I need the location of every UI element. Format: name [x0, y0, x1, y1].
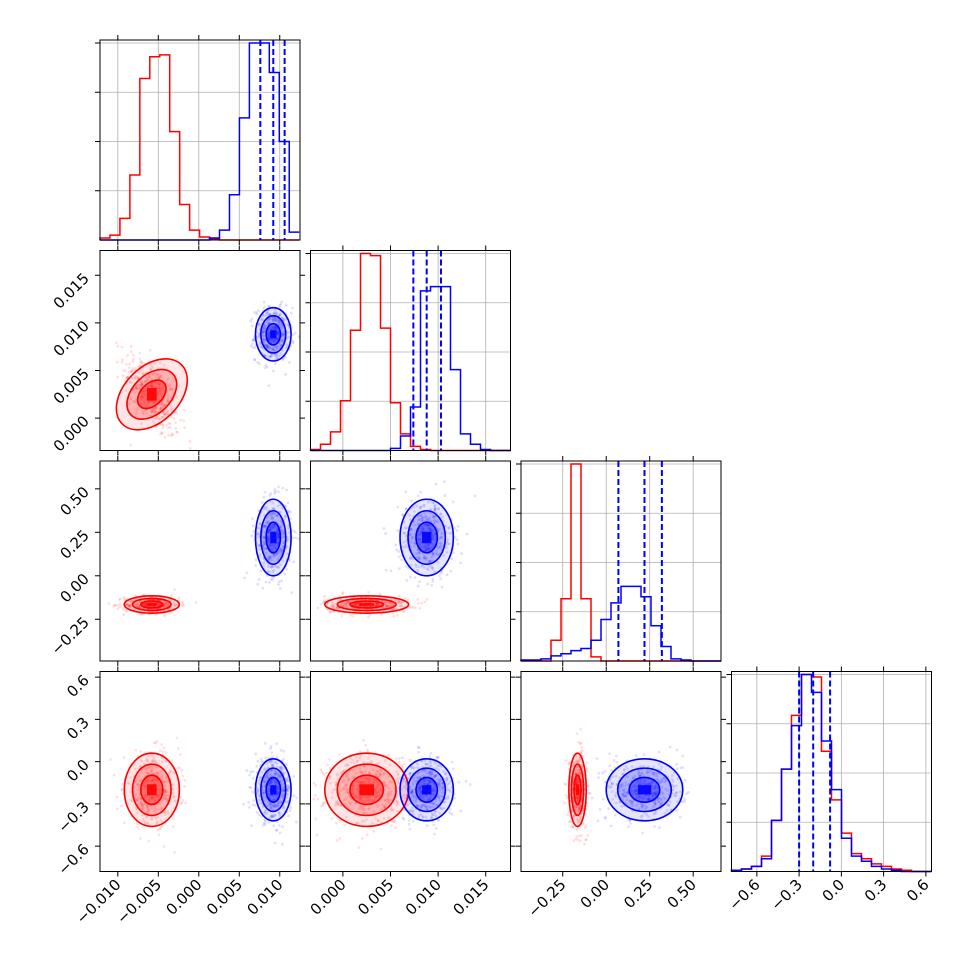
y-tick-label: 0.005 [50, 365, 93, 408]
density-peak [270, 785, 277, 795]
panel-frame [99, 39, 301, 241]
x-tick-label: −0.25 [524, 876, 569, 921]
x-tick-label: 0.015 [449, 876, 492, 919]
panel-content [109, 736, 298, 854]
panel-content [563, 727, 690, 846]
histogram-panel-2 [305, 250, 511, 452]
density-peak [576, 784, 580, 796]
scatter-panel-2-1 [99, 250, 301, 451]
x-tick-label: −0.6 [725, 876, 763, 914]
x-tick-label: 0.005 [203, 876, 246, 919]
x-tick-label: 0.3 [861, 876, 891, 906]
density-peak [270, 531, 277, 544]
panel-content [316, 480, 477, 619]
panel-content [312, 738, 472, 851]
panel-frame [731, 671, 932, 872]
scatter-panel-4-2 [310, 671, 511, 872]
histogram-series-b [730, 673, 932, 873]
x-tick-label: 0.00 [577, 876, 613, 912]
y-tick-label: 0.010 [50, 317, 93, 360]
x-tick-label: −0.005 [113, 876, 165, 928]
density-peak [147, 603, 157, 606]
x-tick-label: 0.6 [903, 876, 933, 906]
x-tick-label: 0.25 [620, 876, 656, 912]
scatter-panel-3-1 [99, 460, 301, 662]
x-tick-label: 0.50 [664, 876, 700, 912]
density-peak [422, 785, 432, 795]
panel-content [107, 485, 300, 618]
y-tick-label: −0.3 [54, 798, 92, 836]
panel-frame [99, 460, 301, 662]
y-tick-label: 0.000 [50, 412, 93, 455]
x-tick-label: 0.010 [402, 876, 445, 919]
y-tick-label: 0.3 [63, 713, 93, 743]
panel-frame [99, 671, 301, 872]
histogram-panel-3 [516, 460, 722, 662]
density-peak [270, 330, 277, 339]
scatter-panel-4-3 [520, 671, 722, 872]
x-tick-label: 0.000 [307, 876, 350, 919]
density-peak [637, 785, 652, 795]
histogram-panel-1 [95, 39, 301, 241]
y-tick-label: −0.25 [48, 613, 93, 658]
panel-frame [99, 250, 301, 451]
density-peak [359, 603, 375, 606]
x-tick-label: −0.3 [767, 876, 805, 914]
density-peak [359, 784, 375, 796]
x-tick-label: 0.010 [243, 876, 286, 919]
y-tick-label: 0.00 [56, 570, 92, 606]
histogram-series-a [99, 54, 300, 241]
x-tick-label: 0.0 [819, 876, 849, 906]
panel-frame [520, 671, 722, 872]
panel-frame [520, 460, 722, 662]
y-tick-label: 0.50 [56, 483, 92, 519]
panel-frame [310, 250, 511, 451]
histogram-series-b [520, 585, 721, 662]
y-tick-label: 0.0 [63, 756, 93, 786]
density-peak [147, 784, 157, 796]
histogram-panel-4 [726, 671, 932, 873]
scatter-panel-4-1 [99, 671, 301, 872]
y-tick-label: 0.6 [63, 671, 93, 701]
x-tick-label: 0.005 [354, 876, 397, 919]
y-tick-label: 0.015 [50, 269, 93, 312]
y-tick-label: 0.25 [56, 526, 92, 562]
scatter-panel-3-2 [310, 460, 511, 662]
panel-frame [310, 671, 511, 872]
density-peak [147, 388, 157, 401]
density-peak [422, 531, 432, 544]
panel-frame [310, 460, 511, 662]
y-tick-label: −0.6 [54, 840, 92, 878]
panel-content [115, 300, 300, 450]
x-tick-label: 0.000 [163, 876, 206, 919]
